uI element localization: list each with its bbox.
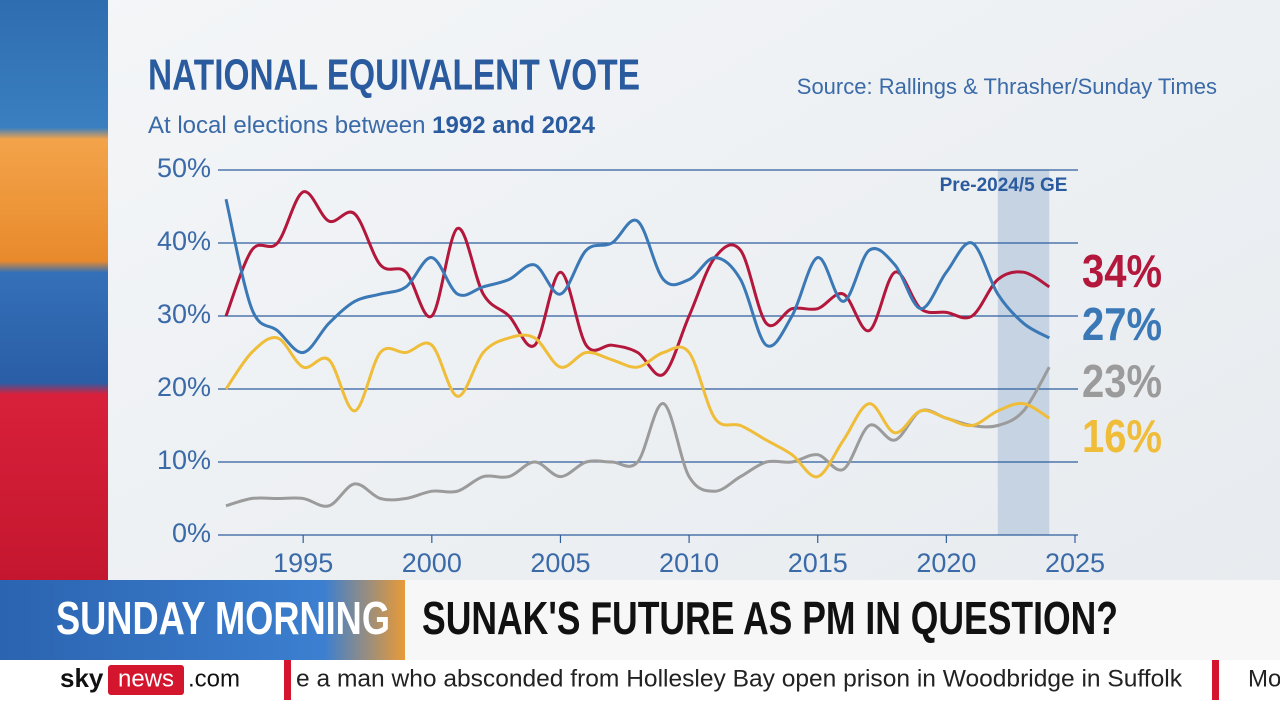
y-tick-label: 0% bbox=[172, 518, 211, 548]
ticker-next: Mo bbox=[1248, 665, 1280, 692]
y-tick-label: 20% bbox=[157, 372, 211, 402]
y-tick-label: 40% bbox=[157, 226, 211, 256]
logo-sky: sky bbox=[60, 663, 104, 693]
series-line bbox=[224, 198, 1051, 354]
y-tick-label: 10% bbox=[157, 445, 211, 475]
x-tick-label: 1995 bbox=[273, 548, 333, 578]
end-label: 16% bbox=[1082, 410, 1162, 462]
y-tick-label: 30% bbox=[157, 299, 211, 329]
logo-news: news bbox=[118, 665, 174, 692]
programme-name: SUNDAY MORNING bbox=[56, 592, 390, 644]
headline: SUNAK'S FUTURE AS PM IN QUESTION? bbox=[422, 592, 1118, 644]
subtitle-bold: 1992 and 2024 bbox=[432, 112, 595, 139]
side-strip bbox=[0, 0, 108, 580]
end-label: 27% bbox=[1082, 298, 1162, 350]
programme-box bbox=[0, 580, 405, 660]
x-tick-label: 2000 bbox=[402, 548, 462, 578]
logo-com: .com bbox=[188, 665, 240, 692]
lower-third: SUNDAY MORNING SUNAK'S FUTURE AS PM IN Q… bbox=[0, 580, 1280, 660]
shaded-region bbox=[997, 170, 1050, 535]
x-tick-label: 2005 bbox=[530, 548, 590, 578]
ticker-text: e a man who absconded from Hollesley Bay… bbox=[296, 665, 1183, 692]
end-label: 23% bbox=[1082, 355, 1162, 407]
x-tick-label: 2025 bbox=[1045, 548, 1105, 578]
series-line bbox=[224, 333, 1051, 479]
y-tick-label: 50% bbox=[157, 153, 211, 183]
shaded-region-label: Pre-2024/5 GE bbox=[940, 175, 1068, 196]
ticker-separator bbox=[1212, 660, 1219, 700]
chart-subtitle: At local elections between 1992 and 2024 bbox=[148, 112, 596, 139]
x-tick-label: 2015 bbox=[788, 548, 848, 578]
ticker-separator bbox=[284, 660, 291, 700]
end-label: 34% bbox=[1082, 245, 1162, 297]
chart-title: NATIONAL EQUIVALENT VOTE bbox=[148, 51, 640, 100]
x-tick-label: 2010 bbox=[659, 548, 719, 578]
ticker: sky news .com e a man who absconded from… bbox=[0, 660, 1280, 720]
logo-news-box bbox=[108, 665, 184, 695]
ticker-band bbox=[0, 660, 1280, 720]
chart: NATIONAL EQUIVALENT VOTE At local electi… bbox=[148, 51, 1217, 579]
subtitle-text: At local elections between bbox=[148, 112, 432, 139]
x-tick-label: 2020 bbox=[916, 548, 976, 578]
source: Source: Rallings & Thrasher/Sunday Times bbox=[797, 74, 1217, 99]
